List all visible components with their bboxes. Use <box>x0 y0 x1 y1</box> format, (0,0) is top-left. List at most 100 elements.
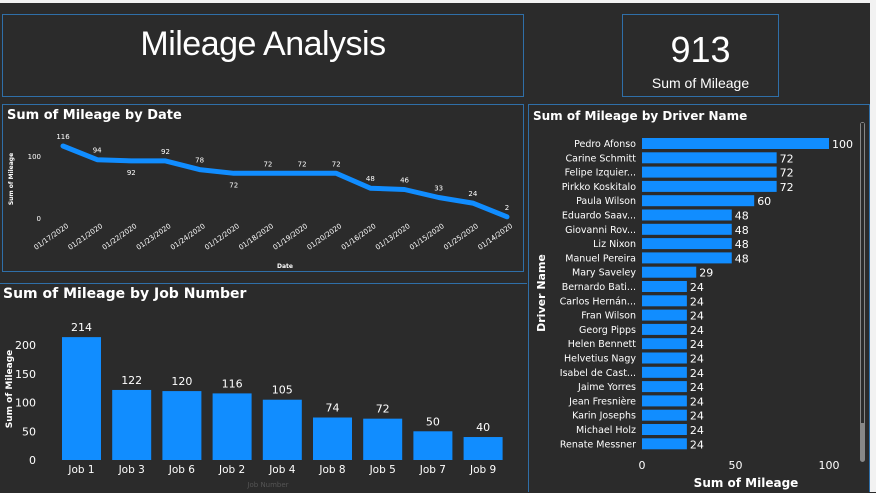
kpi-label: Sum of Mileage <box>651 75 750 91</box>
category-label: Karin Josephs <box>572 411 636 422</box>
bar[interactable] <box>642 395 687 407</box>
category-label: Giovanni Rov... <box>565 225 636 236</box>
bar[interactable] <box>642 195 755 207</box>
bar[interactable] <box>642 152 777 164</box>
data-label: 60 <box>757 195 771 208</box>
data-label: 24 <box>468 190 477 198</box>
y-tick-label: 150 <box>15 368 36 381</box>
bar[interactable] <box>642 180 777 192</box>
bar[interactable] <box>642 238 732 250</box>
x-tick-label: 01/13/2020 <box>374 222 412 252</box>
data-label: 92 <box>161 148 170 156</box>
kpi-card[interactable]: 913 Sum of Mileage <box>622 14 779 97</box>
category-label: Renate Messner <box>560 439 636 450</box>
bar[interactable] <box>642 281 687 292</box>
category-label: Carine Schmitt <box>565 153 636 164</box>
bar[interactable] <box>642 381 687 393</box>
data-label: 72 <box>376 403 390 416</box>
y-axis-label: Driver Name <box>535 254 548 332</box>
bar[interactable] <box>212 393 252 460</box>
x-tick-label: Job 1 <box>67 464 94 476</box>
data-label: 94 <box>93 147 102 155</box>
data-label: 72 <box>332 160 341 168</box>
data-label: 29 <box>699 267 713 280</box>
x-tick-label: Job 6 <box>168 464 196 476</box>
x-tick-label: 01/14/2020 <box>476 222 514 252</box>
window-edge-top <box>0 0 870 3</box>
data-label: 50 <box>426 415 440 428</box>
data-label: 72 <box>263 160 272 168</box>
report-title: Mileage Analysis <box>140 25 386 63</box>
category-label: Helen Bennett <box>568 339 636 350</box>
bar[interactable] <box>642 366 687 378</box>
x-axis-label: Job Number <box>246 481 288 489</box>
data-label: 92 <box>127 169 136 177</box>
y-tick-label: 100 <box>28 153 41 161</box>
bar-chart[interactable]: Sum of Mileage Job Number 0 50 100 150 200 2… <box>0 284 527 493</box>
bar[interactable] <box>642 424 687 435</box>
x-tick-label: 01/22/2020 <box>101 222 139 252</box>
bar[interactable] <box>642 223 732 235</box>
mileage-by-driver-visual[interactable]: Sum of Mileage by Driver Name Driver Nam… <box>528 104 870 492</box>
x-tick-label: 50 <box>729 459 743 472</box>
bar[interactable] <box>363 418 403 460</box>
bar[interactable] <box>162 391 202 460</box>
x-tick-label: Job 5 <box>369 464 396 476</box>
mileage-by-job-visual[interactable]: Sum of Mileage by Job Number Sum of Mile… <box>0 283 527 492</box>
data-label: 2 <box>505 204 509 212</box>
data-label: 24 <box>690 324 704 337</box>
category-label: Isabel de Cast... <box>560 368 636 379</box>
bar[interactable] <box>642 166 777 178</box>
data-label: 24 <box>690 367 704 380</box>
data-label: 72 <box>780 181 794 194</box>
chart-title: Sum of Mileage by Driver Name <box>533 109 748 123</box>
bar[interactable] <box>262 399 302 460</box>
line-chart[interactable]: Sum of Mileage Date 0 100 01/17/202001/21… <box>3 105 523 271</box>
category-label: Felipe Izquier... <box>565 168 636 179</box>
bar[interactable] <box>112 389 152 460</box>
data-label: 72 <box>780 167 794 180</box>
bar[interactable] <box>642 323 687 335</box>
bar[interactable] <box>642 209 732 221</box>
x-tick-label: Job 4 <box>268 464 296 476</box>
category-label: Georg Pipps <box>579 325 636 336</box>
data-label: 116 <box>222 377 243 390</box>
bar[interactable] <box>642 252 732 264</box>
category-label: Helvetius Nagy <box>564 354 636 365</box>
x-tick-label: 01/17/2020 <box>32 222 70 252</box>
bar[interactable] <box>642 266 697 278</box>
data-label: 48 <box>735 252 749 265</box>
category-label: Pirkko Koskitalo <box>562 182 636 193</box>
category-label: Eduardo Saav... <box>562 211 636 222</box>
mileage-by-date-visual[interactable]: Sum of Mileage by Date Sum of Mileage Da… <box>2 104 524 272</box>
bar[interactable] <box>642 409 687 421</box>
horizontal-bar-chart[interactable]: Driver Name Sum of Mileage Pedro Afonso C… <box>529 105 871 493</box>
bar[interactable] <box>642 352 687 364</box>
category-label: Michael Holz <box>576 425 636 436</box>
bar[interactable] <box>642 295 687 307</box>
bar[interactable] <box>463 437 503 460</box>
data-label: 48 <box>735 238 749 251</box>
vertical-scrollbar[interactable] <box>860 122 865 462</box>
data-label: 120 <box>171 375 192 388</box>
data-label: 24 <box>690 381 704 394</box>
x-tick-label: 01/12/2020 <box>203 222 241 252</box>
x-tick-label: 01/24/2020 <box>169 222 207 252</box>
x-axis-label: Date <box>277 263 293 270</box>
bar[interactable] <box>642 438 687 450</box>
bar[interactable] <box>62 337 101 460</box>
y-axis-label: Sum of Mileage <box>5 350 15 428</box>
bar[interactable] <box>642 338 687 350</box>
data-label: 24 <box>690 295 704 308</box>
x-tick-label: 01/15/2020 <box>408 222 446 252</box>
x-tick-label: 01/25/2020 <box>442 222 480 252</box>
bar[interactable] <box>413 431 453 460</box>
scrollbar-thumb[interactable] <box>861 123 864 423</box>
bar[interactable] <box>313 417 352 460</box>
data-label: 72 <box>780 152 794 165</box>
bar[interactable] <box>642 309 687 321</box>
x-tick-label: 01/20/2020 <box>306 222 344 252</box>
bar[interactable] <box>642 138 829 149</box>
category-label: Jean Fresnière <box>568 396 636 407</box>
